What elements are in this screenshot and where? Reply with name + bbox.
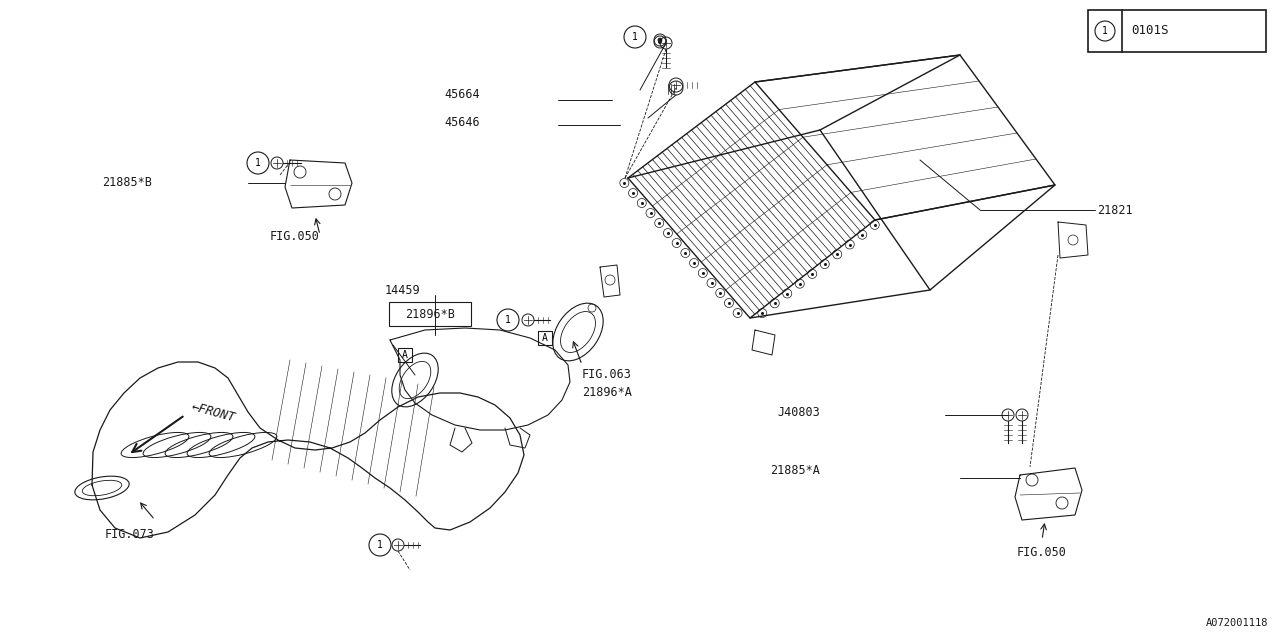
Circle shape [658,38,662,42]
Text: 45664: 45664 [444,88,480,102]
Text: FIG.050: FIG.050 [270,230,320,243]
Circle shape [658,40,662,44]
Text: FIG.050: FIG.050 [1018,547,1068,559]
Text: 21885*B: 21885*B [102,175,152,189]
Text: 1: 1 [255,158,261,168]
Text: 21885*A: 21885*A [771,463,820,477]
Text: ←FRONT: ←FRONT [189,400,237,424]
Text: 1: 1 [1102,26,1108,36]
Text: 1: 1 [378,540,383,550]
Text: 1: 1 [506,315,511,325]
Text: 45646: 45646 [444,115,480,129]
Text: 21821: 21821 [1097,204,1133,216]
Text: 1: 1 [632,32,637,42]
Text: A: A [402,350,408,360]
Text: 21896*A: 21896*A [582,387,632,399]
Text: A072001118: A072001118 [1206,618,1268,628]
Text: FIG.073: FIG.073 [105,529,155,541]
Text: 14459: 14459 [385,284,421,296]
Text: J40803: J40803 [777,406,820,419]
Text: A: A [541,333,548,343]
Text: FIG.063: FIG.063 [582,369,632,381]
Text: 0101S: 0101S [1132,24,1169,38]
Text: 21896*B: 21896*B [404,307,454,321]
